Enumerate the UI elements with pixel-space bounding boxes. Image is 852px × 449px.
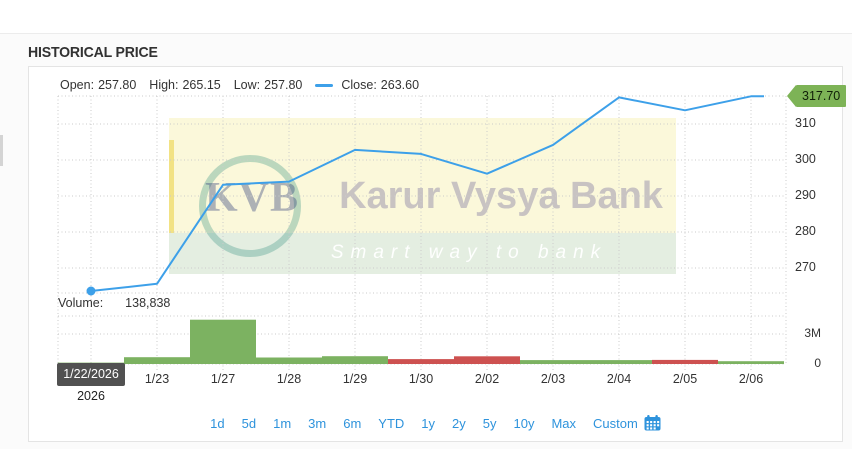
badge-arrow-icon bbox=[787, 85, 796, 107]
range-button-3m[interactable]: 3m bbox=[308, 415, 327, 431]
volume-bar bbox=[124, 357, 190, 364]
volume-bar bbox=[652, 359, 718, 364]
hover-date-tooltip: 1/22/2026 bbox=[57, 363, 125, 386]
volume-bar bbox=[454, 356, 520, 364]
x-axis-label: 2/04 bbox=[606, 372, 632, 386]
price-axis-label: 310 bbox=[795, 116, 816, 130]
price-line bbox=[90, 95, 764, 292]
range-button-1y[interactable]: 1y bbox=[421, 415, 436, 431]
range-button-custom[interactable]: Custom bbox=[593, 415, 638, 431]
volume-label: Volume: bbox=[58, 296, 104, 310]
range-button-max[interactable]: Max bbox=[551, 415, 577, 431]
range-button-1d[interactable]: 1d bbox=[210, 415, 225, 431]
volume-bar bbox=[322, 356, 388, 364]
x-axis-label: 1/30 bbox=[408, 372, 434, 386]
range-button-5y[interactable]: 5y bbox=[482, 415, 497, 431]
historical-price-card: Open: 257.80 High: 265.15 Low: 257.80 Cl… bbox=[28, 66, 847, 442]
range-button-10y[interactable]: 10y bbox=[513, 415, 535, 431]
volume-axis-label: 3M bbox=[804, 326, 821, 340]
top-divider-bar bbox=[0, 0, 852, 34]
chart-legend: Open: 257.80 High: 265.15 Low: 257.80 Cl… bbox=[60, 78, 419, 92]
volume-readout: Volume: 138,838 bbox=[58, 296, 170, 310]
bank-name: Karur Vysya Bank bbox=[339, 175, 663, 217]
x-axis-label: 1/23 bbox=[144, 372, 170, 386]
volume-axis-label: 0 bbox=[814, 356, 821, 370]
volume-bar bbox=[718, 361, 784, 364]
page-title: HISTORICAL PRICE bbox=[28, 44, 158, 61]
x-axis-label: 2/06 bbox=[738, 372, 764, 386]
range-button-1m[interactable]: 1m bbox=[273, 415, 292, 431]
axis-year-label: 2026 bbox=[77, 389, 105, 403]
legend-low: Low: 257.80 bbox=[234, 78, 303, 92]
bank-watermark: KVB Karur Vysya Bank Smart way to bank bbox=[169, 118, 676, 274]
x-axis-label: 1/27 bbox=[210, 372, 236, 386]
x-axis-label: 2/05 bbox=[672, 372, 698, 386]
legend-close-label: Close: bbox=[341, 78, 377, 92]
legend-low-value: 257.80 bbox=[264, 78, 303, 92]
volume-bar bbox=[520, 360, 586, 364]
hover-dot bbox=[86, 286, 96, 296]
legend-open: Open: 257.80 bbox=[60, 78, 136, 92]
volume-bar bbox=[190, 319, 256, 364]
legend-high: High: 265.15 bbox=[149, 78, 220, 92]
legend-high-label: High: bbox=[149, 78, 179, 92]
range-custom-group: Custom bbox=[593, 415, 661, 431]
range-button-5d[interactable]: 5d bbox=[241, 415, 257, 431]
x-axis-label: 2/02 bbox=[474, 372, 500, 386]
kvb-logo-ring-icon bbox=[199, 155, 301, 257]
close-line-icon bbox=[315, 83, 334, 87]
range-button-ytd[interactable]: YTD bbox=[378, 415, 405, 431]
calendar-icon[interactable] bbox=[644, 415, 661, 431]
legend-close-value: 263.60 bbox=[380, 78, 420, 92]
volume-value: 138,838 bbox=[125, 296, 171, 310]
legend-high-value: 265.15 bbox=[182, 78, 221, 92]
last-price-badge: 317.70 bbox=[787, 85, 847, 107]
x-axis-label: 1/28 bbox=[276, 372, 302, 386]
x-axis-label: 2/03 bbox=[540, 372, 566, 386]
bank-tagline: Smart way to bank bbox=[330, 242, 608, 263]
range-button-6m[interactable]: 6m bbox=[343, 415, 362, 431]
legend-low-label: Low: bbox=[233, 78, 261, 92]
legend-close: Close: 263.60 bbox=[315, 78, 419, 92]
x-axis-label: 1/29 bbox=[342, 372, 368, 386]
watermark-accent-strip bbox=[169, 140, 174, 252]
volume-bar bbox=[586, 360, 652, 364]
scrollbar-fragment bbox=[0, 135, 3, 166]
price-axis-label: 300 bbox=[795, 152, 816, 166]
range-selector: 1d 5d 1m 3m 6m YTD 1y 2y 5y 10y Max Custom bbox=[29, 415, 842, 431]
price-axis-label: 290 bbox=[795, 188, 816, 202]
legend-open-label: Open: bbox=[60, 78, 95, 92]
last-price-value: 317.70 bbox=[796, 85, 847, 107]
chart-canvas[interactable] bbox=[29, 67, 842, 441]
legend-open-value: 257.80 bbox=[98, 78, 137, 92]
price-axis-label: 270 bbox=[795, 260, 816, 274]
volume-bar bbox=[388, 359, 454, 364]
volume-bar bbox=[256, 357, 322, 364]
price-axis-label: 280 bbox=[795, 224, 816, 238]
range-button-2y[interactable]: 2y bbox=[452, 415, 466, 431]
